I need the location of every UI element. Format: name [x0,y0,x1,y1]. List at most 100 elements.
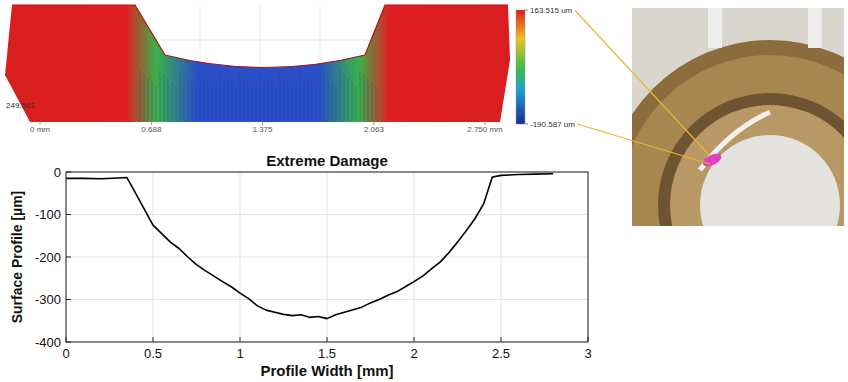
surface-texture [320,70,321,121]
surface-texture [248,78,249,121]
surface-texture [196,86,197,121]
photo-scratch [700,112,770,170]
x-tick-label: 0 [62,346,69,361]
surface-texture [256,86,257,121]
surface-texture [276,86,277,121]
surface-texture [156,86,157,121]
x-tick-label: 2 [410,346,417,361]
photo-notch [808,8,822,48]
surface-texture [304,74,305,121]
surface-texture [268,78,269,121]
surface-texture [368,78,369,121]
x-tick [414,337,415,342]
photo-damage-spot [701,151,723,169]
surface-texture [280,70,281,121]
x-tick [240,337,241,342]
surface-tick-label: 0.688 [141,125,162,134]
surface-texture [228,78,229,121]
grid-line [66,299,588,300]
surface-box-line [260,5,261,120]
surface-tick-label: 0 mm [30,125,50,134]
surface-texture [220,70,221,121]
surface-tick [485,122,486,125]
photo-notch [708,8,722,48]
y-tick-label: -100 [35,207,61,222]
chart-title: Extreme Damage [266,152,388,169]
surface-texture [376,86,377,121]
y-axis-title: Surface Profile [µm] [9,191,25,324]
y-tick [66,214,71,215]
profile-line [66,174,553,319]
leader-line [575,10,710,156]
surface-texture [140,70,141,121]
surface-edge [12,5,508,68]
surface-texture [216,86,217,121]
y-tick [66,299,71,300]
surface-texture [208,78,209,121]
surface-texture [224,74,225,121]
surface-texture [348,78,349,121]
surface-texture [236,86,237,121]
surface-texture [264,74,265,121]
surface-tick [262,122,263,125]
surface-z-tick-label: 249.561 [6,101,35,110]
surface-texture [300,70,301,121]
surface-texture [152,82,153,121]
photo-inner-ring [670,105,844,226]
surface-texture [372,82,373,121]
x-axis-title: Profile Width [mm] [260,362,393,379]
surface-texture [212,82,213,121]
surface-texture [316,86,317,121]
surface-texture [252,82,253,121]
surface-panel: 0 mm 0.688 1.375 2.063 2.750 mm 249.561 163.51… [5,5,575,134]
plot-bg [66,172,588,342]
line-panel: 00.511.522.53-400-300-200-1000Extreme Da… [9,152,592,379]
surface-texture [344,74,345,121]
x-tick-label: 3 [584,346,591,361]
y-tick-label: -200 [35,250,61,265]
colorbar-tick-label: -190.587 um [530,120,575,129]
surface-box-line [320,5,321,120]
surface-texture [292,82,293,121]
photo-ring-face [632,55,844,226]
surface-texture [312,82,313,121]
photo [575,8,848,370]
surface-texture [188,78,189,121]
surface-tick [151,122,152,125]
figure: 0 mm 0.688 1.375 2.063 2.750 mm 249.561 163.51… [0,0,848,382]
surface-texture [144,74,145,121]
colorbar-tick-label: 163.515 um [530,6,573,15]
colorbar [516,10,525,124]
x-tick [327,337,328,342]
surface-tick-label: 2.063 [364,125,385,134]
surface-texture [356,86,357,121]
surface-texture [336,86,337,121]
surface-tick [373,122,374,125]
y-tick [66,257,71,258]
x-tick [153,337,154,342]
surface-texture [200,70,201,121]
surface-body [5,5,510,122]
x-tick-label: 0.5 [144,346,162,361]
surface-texture [260,70,261,121]
surface-texture [308,78,309,121]
surface-texture [324,74,325,121]
photo-ring-step [658,93,844,226]
surface-texture [284,74,285,121]
surface-texture [272,82,273,121]
plot-data [66,174,553,319]
surface-texture [184,74,185,121]
photo-content [632,8,844,226]
x-tick-label: 2.5 [492,346,510,361]
grid-line [66,214,588,215]
surface-texture [176,86,177,121]
grid-line [66,257,588,258]
surface-texture [240,70,241,121]
surface-tick-label: 1.375 [252,125,273,134]
surface-tick-label: 2.750 mm [467,125,503,134]
surface-texture [172,82,173,121]
surface-texture [164,74,165,121]
x-tick-label: 1 [236,346,243,361]
surface-texture [244,74,245,121]
surface-texture [352,82,353,121]
